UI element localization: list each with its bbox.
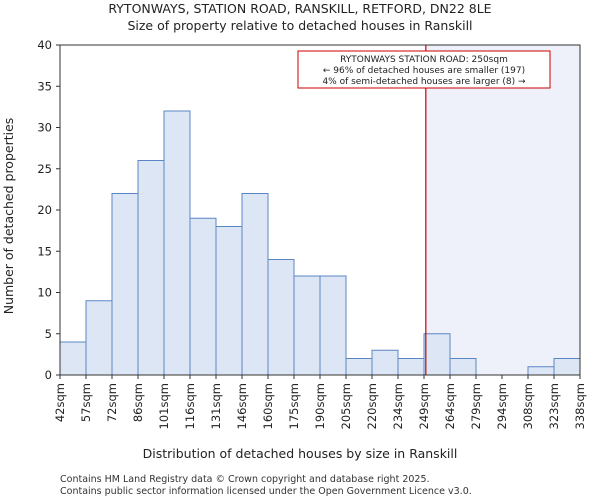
y-tick-label: 40 xyxy=(37,38,52,52)
y-tick-label: 0 xyxy=(45,368,52,382)
chart-subtitle: Size of property relative to detached ho… xyxy=(127,18,472,33)
x-tick-label: 116sqm xyxy=(183,383,197,429)
bar xyxy=(189,217,217,376)
x-tick-label: 72sqm xyxy=(105,383,119,422)
x-tick-label: 160sqm xyxy=(261,383,275,429)
highlight-region xyxy=(425,45,580,375)
y-tick-label: 10 xyxy=(37,286,52,300)
bar xyxy=(267,259,295,376)
x-tick-label: 57sqm xyxy=(79,383,93,422)
x-tick-label: 101sqm xyxy=(157,383,171,429)
bar xyxy=(345,358,373,376)
bar xyxy=(241,193,269,376)
bar xyxy=(397,358,425,376)
x-tick-label: 264sqm xyxy=(443,383,457,429)
x-tick-label: 294sqm xyxy=(495,383,509,429)
x-tick-label: 190sqm xyxy=(313,383,327,429)
bar xyxy=(85,300,113,376)
x-tick-label: 175sqm xyxy=(287,383,301,429)
y-tick-label: 35 xyxy=(37,79,52,93)
x-tick-label: 279sqm xyxy=(469,383,483,429)
x-tick-label: 234sqm xyxy=(391,383,405,429)
bar xyxy=(59,341,87,376)
annotation-box: RYTONWAYS STATION ROAD: 250sqm ← 96% of … xyxy=(297,50,551,89)
x-tick-label: 42sqm xyxy=(53,383,67,422)
x-tick-label: 205sqm xyxy=(339,383,353,429)
y-tick-label: 5 xyxy=(45,327,52,341)
annotation-line2: ← 96% of detached houses are smaller (19… xyxy=(323,66,525,76)
y-tick-label: 30 xyxy=(37,121,52,135)
y-tick-label: 20 xyxy=(37,203,52,217)
x-tick-label: 146sqm xyxy=(235,383,249,429)
x-tick-label: 308sqm xyxy=(521,383,535,429)
y-tick-label: 25 xyxy=(37,162,52,176)
x-tick-label: 249sqm xyxy=(417,383,431,429)
bar xyxy=(163,110,191,376)
bar xyxy=(527,366,555,376)
x-tick-label: 323sqm xyxy=(547,383,561,429)
x-axis-label: Distribution of detached houses by size … xyxy=(143,446,458,461)
bar xyxy=(449,358,477,376)
x-tick-label: 86sqm xyxy=(131,383,145,422)
annotation-line3: 4% of semi-detached houses are larger (8… xyxy=(322,77,526,87)
annotation-frame xyxy=(297,50,551,89)
x-tick-label: 131sqm xyxy=(209,383,223,429)
bar xyxy=(137,160,165,376)
chart-title: RYTONWAYS, STATION ROAD, RANSKILL, RETFO… xyxy=(108,1,491,16)
bar xyxy=(111,193,139,376)
footer-line2: Contains public sector information licen… xyxy=(60,486,472,497)
annotation-line1: RYTONWAYS STATION ROAD: 250sqm xyxy=(340,55,508,65)
bar xyxy=(553,358,581,376)
y-axis-label: Number of detached properties xyxy=(1,118,16,315)
bar xyxy=(293,275,321,376)
footer-line1: Contains HM Land Registry data © Crown c… xyxy=(60,474,430,485)
bar xyxy=(215,226,243,376)
x-tick-label: 338sqm xyxy=(573,383,587,429)
bar xyxy=(423,333,451,376)
x-tick-label: 220sqm xyxy=(365,383,379,429)
y-tick-label: 15 xyxy=(37,244,52,258)
bar xyxy=(319,275,347,376)
bar xyxy=(371,349,399,376)
